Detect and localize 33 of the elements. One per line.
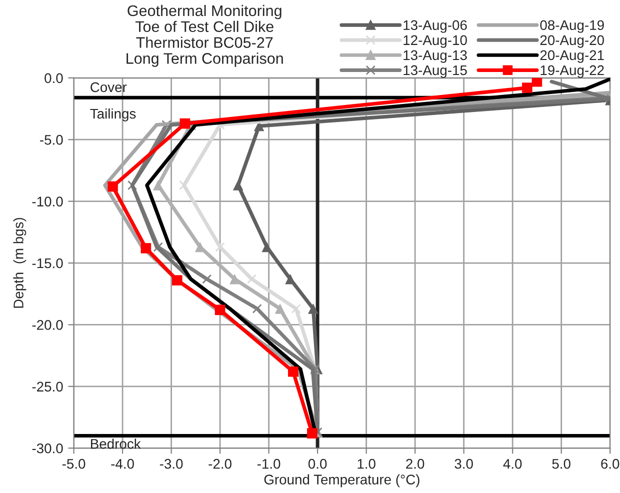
y-tick-label: 0.0	[44, 73, 63, 84]
y-tick-label: -30.0	[32, 443, 63, 454]
x-tick-label: -4.0	[111, 458, 134, 469]
legend-label: 20-Aug-21	[540, 50, 604, 63]
chart-title: Geothermal Monitoring Toe of Test Cell Dike Thermistor BC05-27 Long Term Comparison	[126, 4, 283, 67]
legend-label: 13-Aug-06	[404, 20, 467, 33]
ref-line-label: Cover	[90, 82, 127, 92]
legend-label: 20-Aug-20	[540, 35, 604, 48]
legend-label: 13-Aug-15	[404, 65, 467, 78]
y-tick-label: -15.0	[32, 258, 63, 268]
legend-label: 08-Aug-19	[540, 20, 604, 33]
legend-label: 19-Aug-22	[540, 65, 604, 78]
x-axis-title: Ground Temperature (°C)	[264, 474, 420, 488]
y-tick-label: -10.0	[32, 196, 63, 206]
x-tick-label: 2.0	[406, 458, 424, 469]
annotation: Tailings	[90, 108, 136, 122]
ref-line-label: Bedrock	[91, 438, 141, 449]
y-axis-title: Depth (m bgs)	[13, 218, 26, 308]
x-tick-label: -5.0	[62, 458, 86, 469]
x-tick-label: 0.0	[308, 458, 327, 469]
x-tick-label: -2.0	[208, 458, 232, 469]
x-tick-label: 1.0	[358, 458, 376, 469]
legend-label: 13-Aug-13	[404, 50, 467, 63]
y-tick-label: -25.0	[32, 382, 63, 392]
x-tick-label: 4.0	[503, 458, 522, 469]
x-tick-label: 5.0	[552, 458, 570, 469]
y-tick-label: -5.0	[40, 134, 63, 145]
x-tick-label: 6.0	[601, 458, 620, 469]
x-tick-label: 3.0	[454, 458, 473, 469]
y-tick-label: -20.0	[32, 320, 63, 330]
x-tick-label: -1.0	[257, 458, 280, 469]
legend-label: 12-Aug-10	[404, 35, 467, 48]
x-tick-label: -3.0	[160, 458, 183, 469]
